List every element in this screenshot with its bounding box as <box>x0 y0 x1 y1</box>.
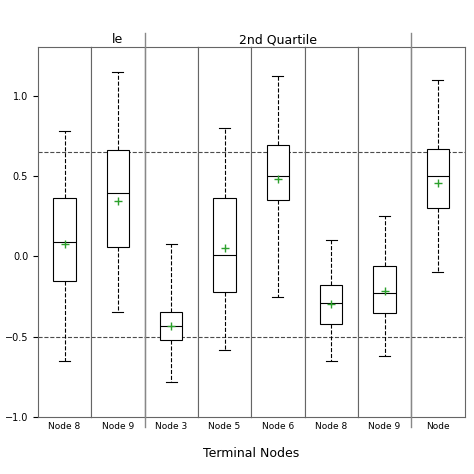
PathPatch shape <box>213 198 236 292</box>
Title: 2nd Quartile: 2nd Quartile <box>239 33 317 46</box>
Text: Terminal Nodes: Terminal Nodes <box>203 447 300 460</box>
PathPatch shape <box>267 146 289 200</box>
PathPatch shape <box>54 199 76 281</box>
PathPatch shape <box>160 312 182 340</box>
Title: le: le <box>112 33 124 46</box>
PathPatch shape <box>427 149 449 208</box>
PathPatch shape <box>320 285 342 324</box>
PathPatch shape <box>107 150 129 247</box>
PathPatch shape <box>374 266 396 313</box>
